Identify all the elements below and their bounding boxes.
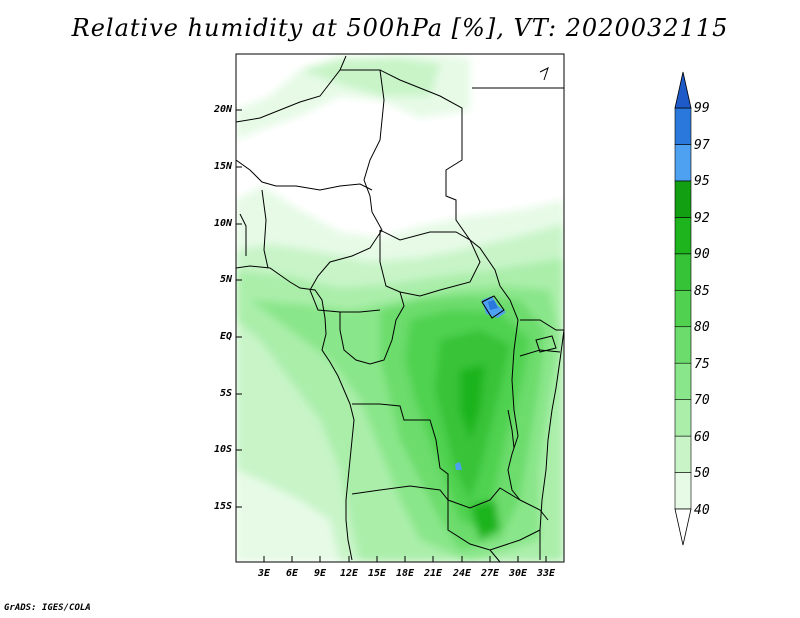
humidity-field — [236, 54, 564, 562]
border-angola — [351, 485, 541, 551]
colorbar-band — [674, 144, 692, 182]
border-west-3 — [239, 213, 247, 256]
colorbar-band — [674, 326, 692, 364]
colorbar-band — [674, 253, 692, 291]
colorbar-band — [674, 217, 692, 255]
colorbar-label-99: 99 — [694, 101, 710, 116]
lon-label-6e: 6E — [285, 568, 299, 579]
map-frame — [235, 53, 565, 563]
lon-label-18e: 18E — [395, 568, 415, 579]
border-car — [379, 229, 481, 297]
border-zambia — [489, 499, 549, 562]
coastline — [236, 265, 355, 561]
colorbar-label-75: 75 — [694, 357, 710, 372]
colorbar-label-85: 85 — [694, 284, 710, 299]
border-cameroon — [309, 229, 383, 313]
border-west-2 — [261, 189, 269, 269]
border-north-3 — [340, 69, 385, 231]
border-drc-east — [499, 285, 521, 501]
border-west-1 — [236, 159, 373, 191]
lake-victoria — [535, 335, 557, 353]
lat-label-5n: 5N — [219, 274, 232, 285]
colorbar-label-97: 97 — [694, 138, 710, 153]
colorbar-band — [674, 180, 692, 218]
lat-label-5s: 5S — [219, 388, 232, 399]
colorbar-band — [674, 362, 692, 400]
lat-label-15n: 15N — [213, 161, 232, 172]
humidity-zone-92 — [460, 365, 485, 440]
humidity-zone-60-north — [300, 58, 440, 96]
border-north-1 — [236, 55, 347, 123]
colorbar-band — [674, 107, 692, 145]
lon-label-15e: 15E — [367, 568, 387, 579]
colorbar-label-80: 80 — [694, 320, 710, 335]
lon-ticks — [263, 556, 547, 562]
map-title: Relative humidity at 500hPa [%], VT: 202… — [71, 14, 729, 42]
colorbar-band — [674, 399, 692, 437]
lon-label-24e: 24E — [452, 568, 472, 579]
border-east-africa — [519, 319, 564, 357]
coastline-east — [539, 329, 564, 560]
lat-label-eq: EQ — [219, 331, 232, 342]
humidity-zone-95-south — [455, 462, 462, 470]
colorbar-label-95: 95 — [694, 174, 710, 189]
lon-label-30e: 30E — [508, 568, 528, 579]
border-north-2 — [379, 69, 501, 287]
lat-label-10s: 10S — [213, 444, 232, 455]
lat-label-10n: 10N — [213, 218, 232, 229]
colorbar-label-50: 50 — [694, 466, 710, 481]
lat-label-15s: 15S — [213, 501, 232, 512]
lake-outline — [481, 295, 505, 319]
credit-text: GrADS: IGES/COLA — [4, 603, 91, 613]
border-drc-south — [352, 403, 521, 509]
lon-label-33e: 33E — [536, 568, 556, 579]
humidity-zone-97 — [488, 300, 498, 310]
lon-label-12e: 12E — [339, 568, 359, 579]
colorbar — [674, 71, 692, 546]
colorbar-max-arrow — [674, 71, 692, 109]
border-sudan — [472, 67, 564, 89]
colorbar-band — [674, 435, 692, 473]
humidity-zone-92-south — [470, 500, 500, 540]
colorbar-min-arrow — [674, 508, 692, 546]
colorbar-label-40: 40 — [694, 503, 710, 518]
lat-label-20n: 20N — [213, 104, 232, 115]
colorbar-band — [674, 472, 692, 510]
colorbar-label-92: 92 — [694, 211, 710, 226]
colorbar-label-90: 90 — [694, 247, 710, 262]
colorbar-label-70: 70 — [694, 393, 710, 408]
lon-label-27e: 27E — [480, 568, 500, 579]
lon-label-21e: 21E — [423, 568, 443, 579]
border-congo — [339, 291, 405, 365]
colorbar-band — [674, 289, 692, 328]
lon-label-3e: 3E — [257, 568, 271, 579]
lake-tanganyika — [507, 409, 515, 449]
lon-label-9e: 9E — [313, 568, 327, 579]
lat-ticks — [236, 109, 242, 508]
coastline-and-borders — [236, 55, 564, 562]
colorbar-label-60: 60 — [694, 430, 710, 445]
